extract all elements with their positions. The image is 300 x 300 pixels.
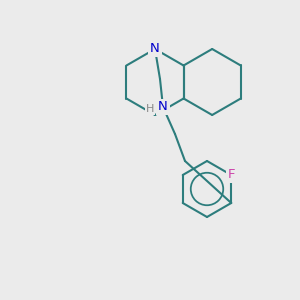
Text: N: N: [150, 43, 160, 56]
Text: N: N: [158, 100, 168, 113]
Text: F: F: [227, 169, 235, 182]
Text: H: H: [146, 104, 154, 114]
